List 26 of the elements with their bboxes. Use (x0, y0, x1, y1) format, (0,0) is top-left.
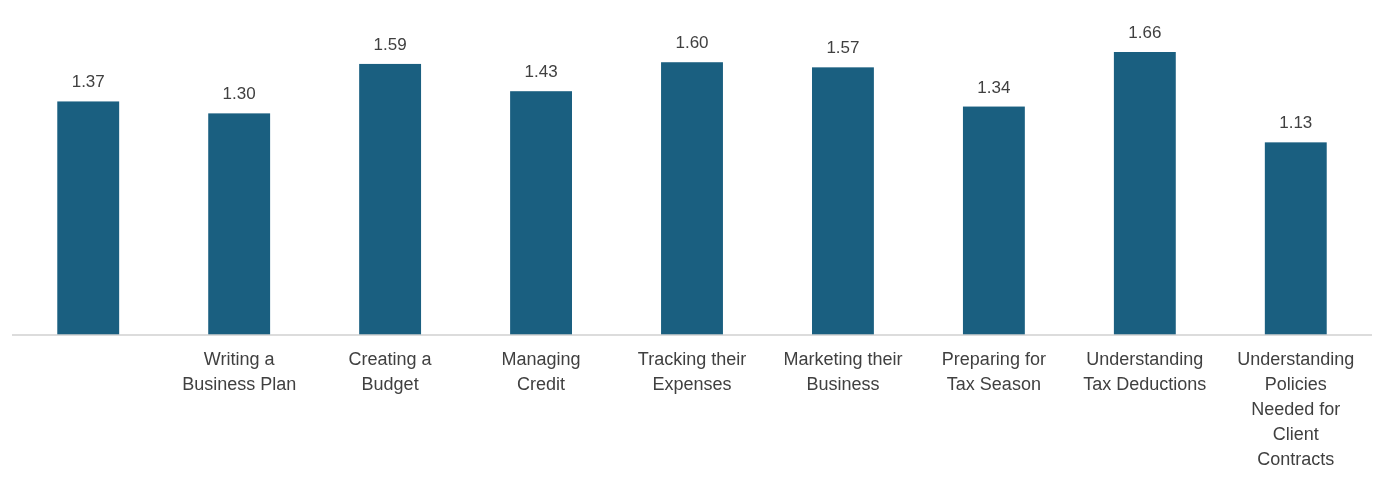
data-label: 1.13 (1279, 113, 1313, 133)
data-label: 1.57 (826, 38, 860, 58)
x-tick-label: Managing Credit (501, 349, 581, 394)
x-tick-label: Marketing their Business (783, 349, 903, 394)
bar (962, 106, 1025, 335)
bar (57, 101, 120, 335)
data-label: 1.37 (71, 72, 105, 92)
data-label: 1.43 (524, 62, 558, 82)
x-tick-label: Creating a Budget (348, 349, 433, 394)
x-tick-label: Tracking their Expenses (637, 349, 747, 394)
data-label: 1.60 (675, 33, 709, 53)
data-label: 1.59 (373, 34, 407, 54)
data-label: 1.30 (222, 84, 256, 104)
data-label: 1.66 (1128, 23, 1162, 42)
bar (812, 67, 874, 335)
bar (661, 62, 723, 335)
data-label: 1.34 (977, 77, 1011, 97)
x-tick-label: Writing a Business Plan (182, 349, 297, 394)
bar (1113, 52, 1176, 335)
x-tick-label: Understanding Tax Deductions (1083, 349, 1207, 394)
bar (510, 91, 572, 335)
bar (208, 113, 271, 335)
bar (359, 63, 422, 335)
bar (1264, 142, 1327, 335)
x-tick-label: Preparing for Tax Season (941, 349, 1046, 394)
x-tick-label: Understanding Policies Needed for Client Contracts (1237, 349, 1355, 469)
